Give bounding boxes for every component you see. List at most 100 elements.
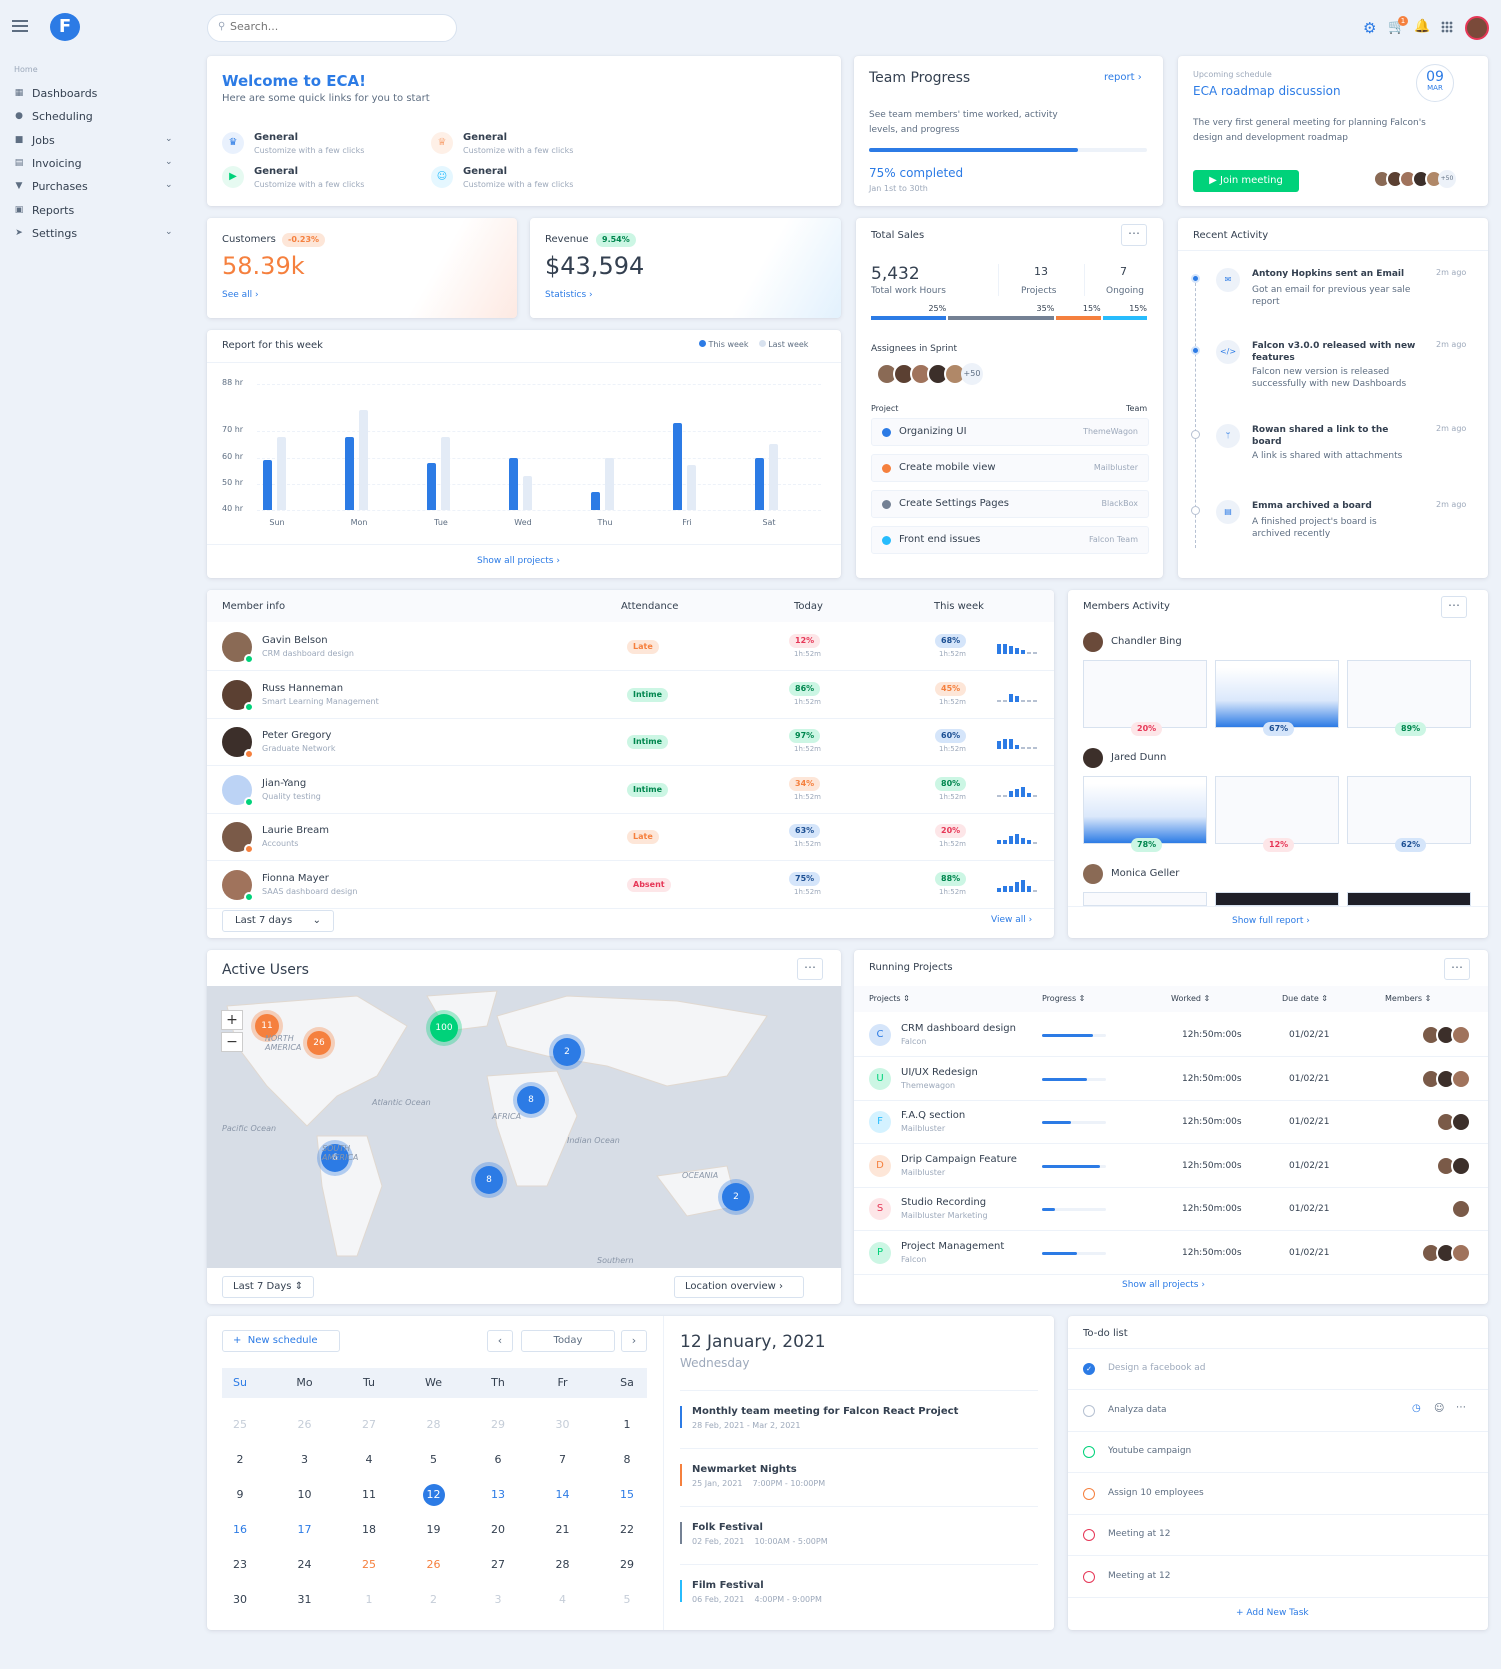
sidebar-item-settings[interactable]: ➤ Settings (15, 226, 78, 240)
chevron-down-icon[interactable]: ⌄ (165, 227, 173, 237)
event-title[interactable]: Monthly team meeting for Falcon React Pr… (692, 1406, 959, 1417)
map-cluster[interactable]: 100 (430, 1014, 458, 1042)
more-options-button[interactable]: ⋯ (1444, 958, 1470, 980)
calendar-day[interactable]: 29 (491, 1418, 505, 1431)
table-row[interactable]: P Project Management Falcon 12h:50m:00s 01/0… (854, 1232, 1488, 1275)
screenshot-thumbnail[interactable] (1083, 660, 1207, 728)
calendar-day[interactable]: 5 (430, 1453, 437, 1466)
new-schedule-button[interactable]: + New schedule (222, 1330, 340, 1352)
calendar-day[interactable]: 2 (236, 1453, 244, 1466)
calendar-day[interactable]: 3 (494, 1593, 502, 1606)
map-cluster[interactable]: 8 (517, 1086, 545, 1114)
calendar-day[interactable]: 31 (297, 1593, 312, 1606)
map-cluster[interactable]: 6 (321, 1144, 349, 1172)
screenshot-thumbnail[interactable] (1347, 776, 1471, 844)
todo-item[interactable]: Assign 10 employees (1068, 1474, 1488, 1515)
calendar-day[interactable]: 25 (362, 1558, 376, 1571)
todo-checkbox[interactable]: ✓ (1083, 1363, 1095, 1375)
screenshot-thumbnail[interactable] (1215, 776, 1339, 844)
add-task-button[interactable]: + Add New Task (1236, 1608, 1309, 1618)
map-cluster[interactable]: 8 (475, 1166, 503, 1194)
chevron-down-icon[interactable]: ⌄ (165, 157, 173, 167)
screenshot-thumbnail[interactable] (1347, 892, 1471, 906)
calendar-day[interactable]: 28 (555, 1558, 570, 1571)
calendar-day[interactable]: 30 (555, 1418, 570, 1431)
calendar-day[interactable]: 14 (555, 1488, 570, 1501)
view-all-link[interactable]: View all › (991, 915, 1033, 925)
screenshot-thumbnail[interactable] (1215, 892, 1339, 906)
settings-icon[interactable]: ⚙ (1363, 19, 1377, 37)
todo-item[interactable]: ✓ Design a facebook ad (1068, 1349, 1488, 1390)
search-box[interactable]: ⚲ (207, 14, 457, 42)
logo[interactable]: F (50, 13, 80, 41)
todo-item[interactable]: Meeting at 12 (1068, 1557, 1488, 1598)
table-row[interactable]: S Studio Recording Mailbluster Marketing 12… (854, 1188, 1488, 1231)
column-header[interactable]: Due date ⇕ (1282, 994, 1328, 1003)
calendar-day[interactable]: 2 (430, 1593, 437, 1606)
period-select[interactable]: Last 7 days ⌄ (222, 910, 334, 932)
calendar-day[interactable]: 30 (233, 1593, 247, 1606)
map-cluster[interactable]: 26 (307, 1031, 331, 1055)
sidebar-item-dashboards[interactable]: ▦ Dashboards (14, 86, 98, 100)
sidebar-item-purchases[interactable]: ▼ Purchases (15, 179, 88, 193)
table-row[interactable]: Jian-Yang Quality testing Intime 34% 1h:52m 8… (207, 767, 1054, 814)
calendar-day[interactable]: 26 (297, 1418, 312, 1431)
calendar-day[interactable]: 29 (620, 1558, 634, 1571)
column-header[interactable]: Projects ⇕ (869, 994, 910, 1003)
table-row[interactable]: C CRM dashboard design Falcon 12h:50m:00s 01… (854, 1014, 1488, 1057)
calendar-day[interactable]: 15 (620, 1488, 634, 1501)
table-row[interactable]: Laurie Bream Accounts Late 63% 1h:52m 20% 1h:5… (207, 814, 1054, 861)
calendar-day[interactable]: 1 (623, 1418, 631, 1431)
clock-icon[interactable]: ◷ (1412, 1402, 1421, 1414)
today-button[interactable]: Today (521, 1330, 615, 1352)
report-link[interactable]: report › (1104, 72, 1142, 83)
show-full-report-link[interactable]: Show full report › (1232, 916, 1310, 926)
calendar-day[interactable]: 17 (297, 1523, 312, 1536)
event-title[interactable]: Newmarket Nights (692, 1464, 797, 1475)
see-all-link[interactable]: See all › (222, 290, 259, 300)
add-user-icon[interactable]: ☺ (1434, 1402, 1445, 1414)
next-month-button[interactable]: › (621, 1330, 647, 1352)
table-row[interactable]: Gavin Belson CRM dashboard design Late 12% 1… (207, 624, 1054, 671)
calendar-day[interactable]: 27 (362, 1418, 376, 1431)
table-row[interactable]: D Drip Campaign Feature Mailbluster 12h:50m… (854, 1145, 1488, 1188)
todo-checkbox[interactable] (1083, 1446, 1095, 1458)
project-row[interactable]: Front end issues Falcon Team (871, 526, 1149, 554)
screenshot-thumbnail[interactable] (1215, 660, 1339, 728)
calendar-day[interactable]: 6 (494, 1453, 502, 1466)
map-cluster[interactable]: 2 (553, 1038, 581, 1066)
apps-grid-icon[interactable] (1441, 21, 1453, 33)
calendar-day[interactable]: 7 (559, 1453, 566, 1466)
calendar-day[interactable]: 10 (297, 1488, 312, 1501)
todo-checkbox[interactable] (1083, 1487, 1095, 1500)
calendar-day[interactable]: 12 (422, 1484, 445, 1506)
sidebar-item-jobs[interactable]: ■ Jobs (14, 133, 55, 147)
calendar-day[interactable]: 5 (623, 1593, 631, 1606)
calendar-day[interactable]: 28 (426, 1418, 441, 1431)
table-row[interactable]: Fionna Mayer SAAS dashboard design Absent 7… (207, 862, 1054, 909)
screenshot-thumbnail[interactable] (1083, 776, 1207, 844)
zoom-out-button[interactable]: − (221, 1032, 243, 1052)
todo-item[interactable]: Youtube campaign (1068, 1432, 1488, 1473)
column-header[interactable]: Progress ⇕ (1042, 994, 1086, 1003)
project-row[interactable]: Create Settings Pages BlackBox (871, 490, 1149, 518)
more-options-button[interactable]: ⋯ (797, 958, 823, 980)
calendar-day[interactable]: 16 (233, 1523, 247, 1536)
calendar-day[interactable]: 4 (365, 1453, 373, 1466)
event-title[interactable]: Folk Festival (692, 1522, 763, 1533)
zoom-in-button[interactable]: + (221, 1010, 243, 1030)
calendar-day[interactable]: 13 (491, 1488, 505, 1501)
table-row[interactable]: Russ Hanneman Smart Learning Management In… (207, 672, 1054, 719)
chevron-down-icon[interactable]: ⌄ (165, 134, 173, 144)
show-all-projects-link[interactable]: Show all projects › (1122, 1280, 1205, 1290)
calendar-day[interactable]: 9 (236, 1488, 244, 1501)
calendar-day[interactable]: 25 (233, 1418, 247, 1431)
calendar-day[interactable]: 23 (233, 1558, 247, 1571)
show-all-projects-link[interactable]: Show all projects › (477, 556, 560, 566)
todo-item[interactable]: Analyza data ◷ ☺ ⋯ (1068, 1391, 1488, 1432)
table-row[interactable]: F F.A.Q section Mailbluster 12h:50m:00s 01/0… (854, 1101, 1488, 1144)
screenshot-thumbnail[interactable] (1347, 660, 1471, 728)
statistics-link[interactable]: Statistics › (545, 290, 593, 300)
calendar-day[interactable]: 21 (555, 1523, 570, 1536)
world-map[interactable]: + − 11 26 100 2 8 6 8 2 NORTH AMERICA Atlantic O… (207, 986, 841, 1268)
